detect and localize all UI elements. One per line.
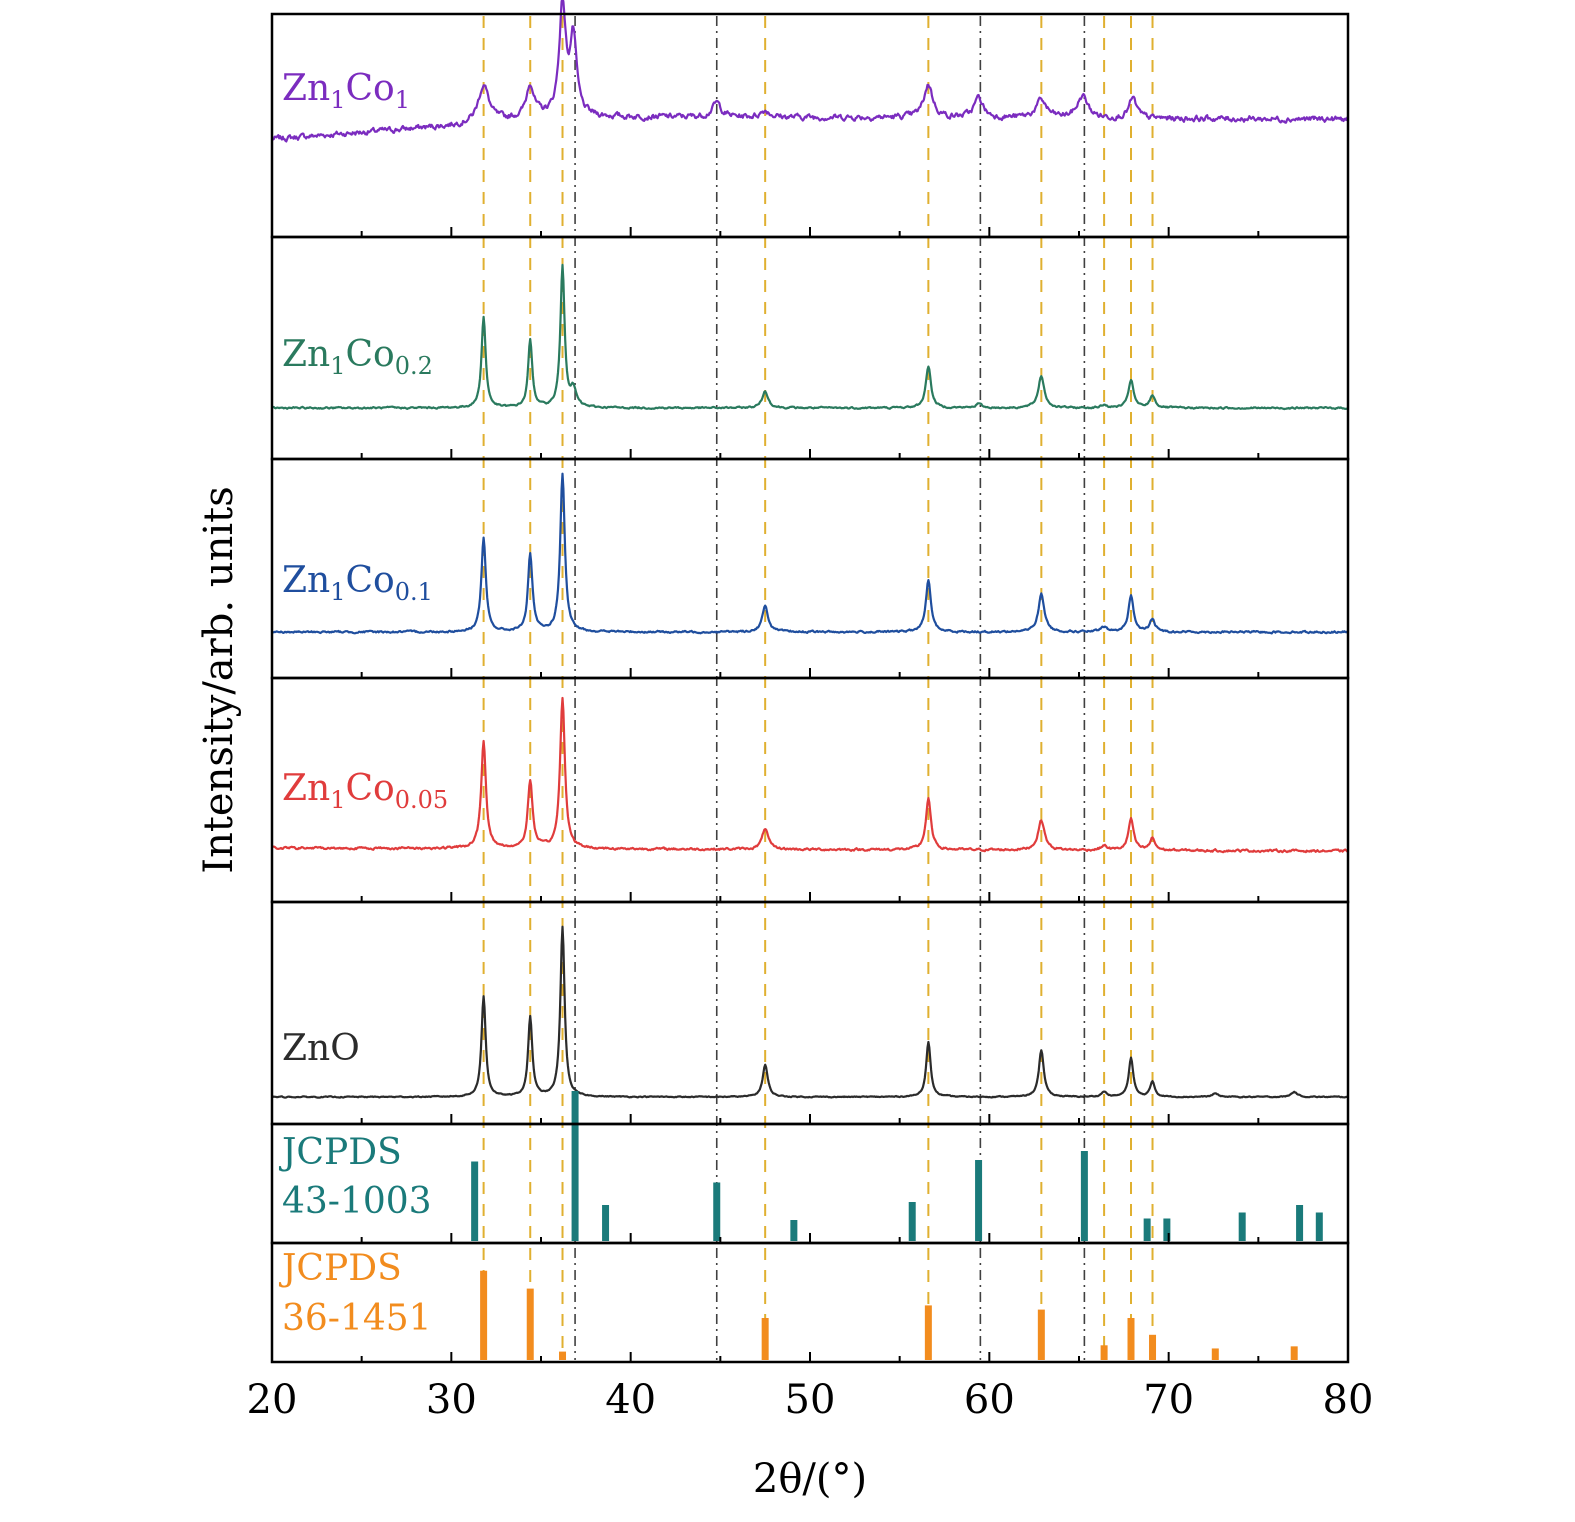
ref-stick [790, 1220, 798, 1241]
x-tick-label: 70 [1143, 1377, 1194, 1423]
ref-stick [924, 1305, 932, 1360]
x-tick-label: 20 [247, 1377, 298, 1423]
ref-stick [1238, 1212, 1246, 1241]
panel-frame [270, 1241, 1350, 1364]
ref-stick [602, 1205, 610, 1241]
series-label-Zn1Co0-2: Zn1Co0.2 [282, 334, 433, 380]
ref-label-line: 36-1451 [282, 1298, 432, 1339]
ref-stick [559, 1351, 567, 1360]
x-tick-label: 40 [605, 1377, 656, 1423]
series-label-Zn1Co1: Zn1Co1 [282, 68, 410, 114]
ref-stick [471, 1161, 479, 1241]
panel-Zn1Co0-1: Zn1Co0.1 [271, 472, 1349, 635]
ref-stick [713, 1182, 721, 1241]
y-axis-title: Intensity/arb. units [196, 486, 242, 873]
series-label-Zn1Co0-1: Zn1Co0.1 [282, 560, 433, 606]
series-line-Zn1Co0-2 [271, 263, 1349, 411]
panel-ref-43-1003: JCPDS 43-1003 [278, 1091, 1323, 1241]
ref-stick [480, 1270, 488, 1360]
x-axis: 20 30 40 50 60 70 80 [247, 12, 1374, 1423]
panel-frame [270, 457, 1350, 680]
x-axis-title: 2θ/(°) [753, 1456, 867, 1502]
series-line-Zn1Co0-05 [271, 696, 1349, 854]
ref-stick [526, 1288, 534, 1360]
panel-Zn1Co0-2: Zn1Co0.2 [271, 263, 1349, 411]
series-line-ZnO [271, 925, 1349, 1099]
ref-stick [1037, 1309, 1045, 1360]
ref-stick [908, 1202, 916, 1241]
panel-Zn1Co0-05: Zn1Co0.05 [271, 696, 1349, 854]
panel-ZnO: ZnO [271, 925, 1349, 1099]
series-line-Zn1Co0-1 [271, 472, 1349, 635]
panels: Zn1Co1 Zn1Co0.2 Zn1Co0.1 Zn1Co0.05 ZnO JCPDS 4… [271, 0, 1349, 1360]
x-tick-label: 60 [964, 1377, 1015, 1423]
series-label-ZnO: ZnO [282, 1028, 360, 1069]
ref-label-line: JCPDS [278, 1248, 402, 1289]
ref-stick [1143, 1218, 1151, 1241]
series-line-Zn1Co1 [271, 0, 1349, 143]
ref-stick [1290, 1346, 1298, 1360]
x-tick-label: 80 [1323, 1377, 1374, 1423]
x-tick-label: 50 [785, 1377, 836, 1423]
panel-frame [270, 900, 1350, 1126]
ref-stick [761, 1318, 769, 1360]
ref-stick [1127, 1318, 1135, 1360]
ref-stick [1163, 1218, 1171, 1241]
ref-stick [1315, 1212, 1323, 1241]
panel-frame [270, 12, 1350, 239]
ref-stick [1100, 1345, 1108, 1360]
ref-stick [1211, 1348, 1219, 1360]
ref-stick [1149, 1334, 1157, 1360]
ref-label-line: JCPDS [278, 1132, 402, 1173]
ref-stick [975, 1160, 983, 1241]
ref-label-line: 43-1003 [282, 1181, 432, 1222]
panel-frame [270, 235, 1350, 461]
ref-stick [1296, 1205, 1304, 1241]
panel-frame [270, 1122, 1350, 1245]
series-label-Zn1Co0-05: Zn1Co0.05 [282, 768, 448, 814]
x-tick-label: 30 [426, 1377, 477, 1423]
guide-lines [482, 16, 1154, 1360]
panel-Zn1Co1: Zn1Co1 [271, 0, 1349, 143]
ref-stick [571, 1091, 579, 1241]
panel-ref-36-1451: JCPDS 36-1451 [278, 1248, 1298, 1360]
ref-stick [1080, 1151, 1088, 1241]
